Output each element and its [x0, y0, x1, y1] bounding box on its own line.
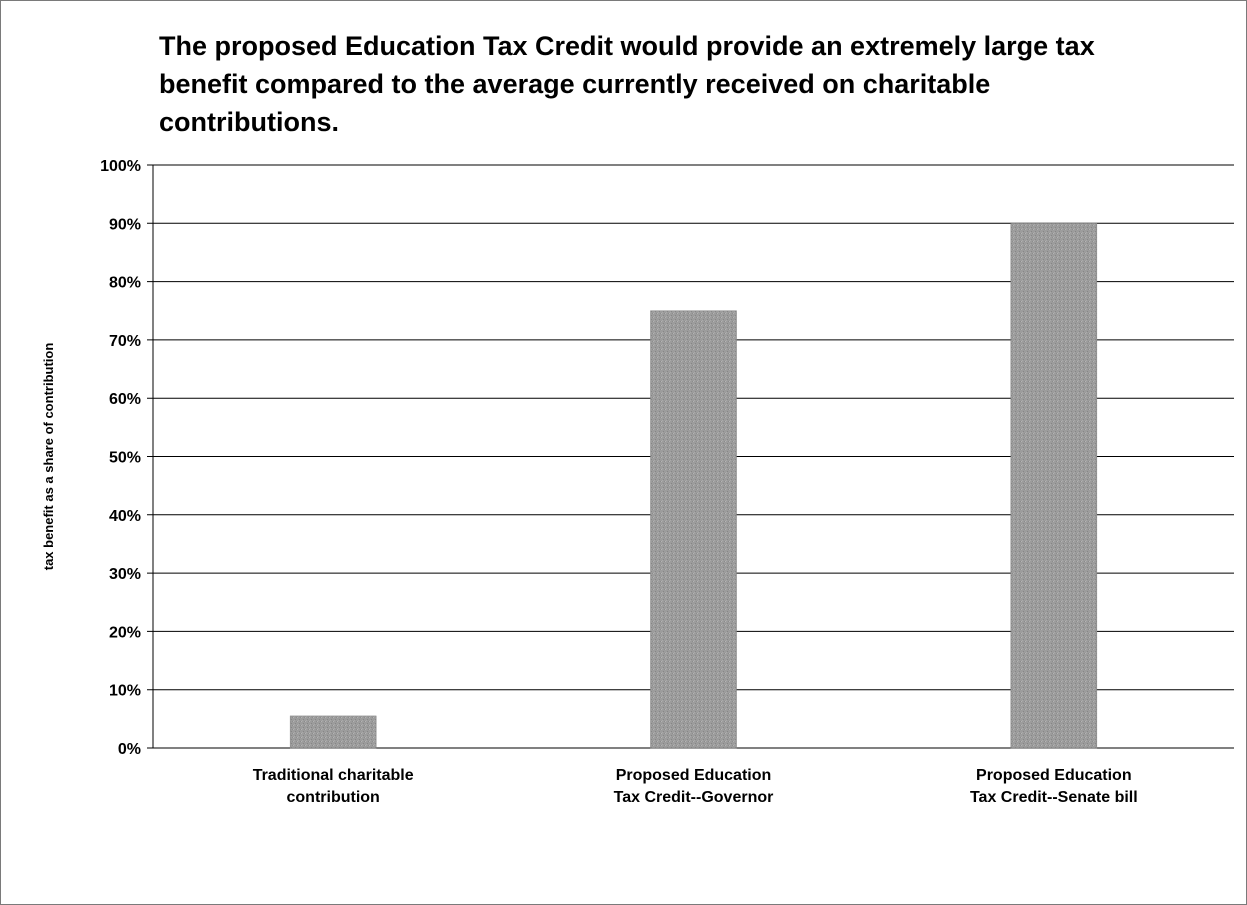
y-tick-label: 60% [109, 391, 141, 408]
y-tick-label: 80% [109, 275, 141, 292]
bar [289, 715, 377, 749]
y-tick-label: 40% [109, 508, 141, 525]
y-tick-label: 70% [109, 333, 141, 350]
y-tick-labels: 0% 10% 20% 30% 40% 50% 60% 70% 80% 90% 100% [100, 158, 141, 758]
chart-title: The proposed Education Tax Credit would … [159, 31, 1095, 137]
bar [650, 310, 737, 749]
x-tick-label: Proposed Education Tax Credit--Senate bi… [969, 767, 1138, 806]
y-tick-label: 50% [109, 450, 141, 467]
y-tick-label: 0% [118, 741, 141, 758]
x-tick-label: Traditional charitable contribution [252, 767, 414, 806]
bars [289, 223, 1098, 749]
y-tick-label: 30% [109, 566, 141, 583]
bar [1010, 223, 1098, 749]
y-tick-label: 90% [109, 216, 141, 233]
y-axis-label: tax benefit as a share of contribution [41, 343, 56, 571]
y-tick-label: 10% [109, 683, 141, 700]
y-tick-label: 20% [109, 624, 141, 641]
x-tick-label: Proposed Education Tax Credit--Governor [613, 767, 774, 806]
y-tick-label: 100% [100, 158, 141, 175]
